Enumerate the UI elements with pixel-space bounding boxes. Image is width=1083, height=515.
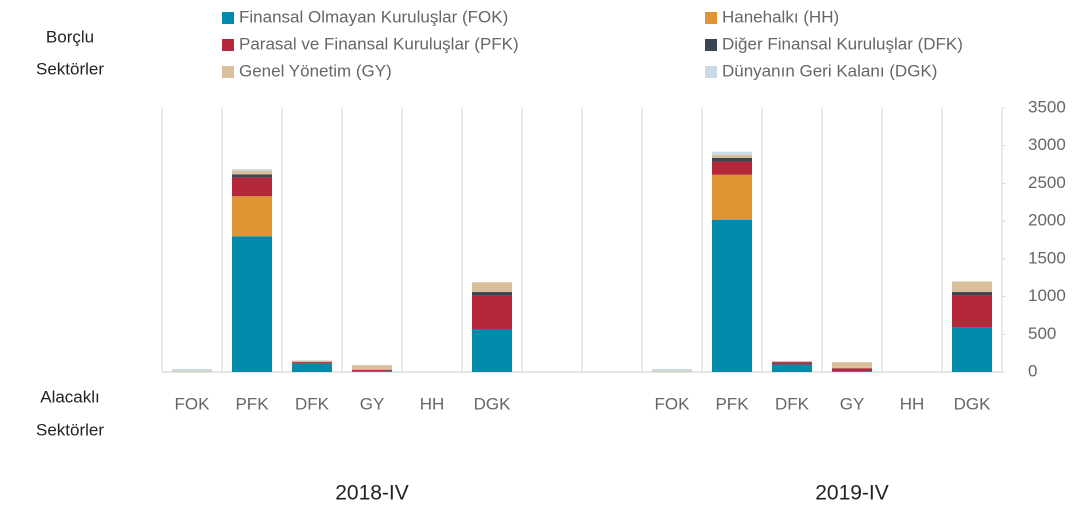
bar-segment (832, 368, 872, 371)
bar-segment (232, 196, 272, 236)
bar-segment (292, 362, 332, 364)
x-tick-label: DGK (474, 394, 512, 413)
y-tick-label: 1500 (1028, 248, 1066, 267)
legend-label: Dünyanın Geri Kalanı (DGK) (722, 61, 937, 80)
y-tick-label: 3000 (1028, 135, 1066, 154)
bottom-label: Alacaklı (40, 387, 100, 406)
bar-segment (712, 162, 752, 175)
y-tick-label: 2500 (1028, 173, 1066, 192)
bar-segment (712, 155, 752, 158)
bar-segment (712, 220, 752, 372)
top-label: Sektörler (36, 59, 104, 78)
legend-swatch (705, 12, 717, 24)
bar-segment (712, 175, 752, 220)
legend-label: Genel Yönetim (GY) (239, 61, 392, 80)
x-tick-label: GY (360, 394, 385, 413)
bar-segment (472, 296, 512, 329)
bar-segment (352, 365, 392, 370)
bar-segment (712, 152, 752, 155)
group-label: 2018-IV (335, 482, 409, 505)
bar-segment (352, 370, 392, 372)
bar-segment (772, 364, 812, 372)
legend-label: Diğer Finansal Kuruluşlar (DFK) (722, 34, 963, 53)
x-tick-label: GY (840, 394, 865, 413)
bar-segment (772, 362, 812, 364)
x-tick-label: PFK (235, 394, 269, 413)
x-tick-label: DFK (295, 394, 330, 413)
bar-segment (472, 292, 512, 296)
top-label: Borçlu (46, 27, 94, 46)
bar-segment (832, 371, 872, 372)
x-tick-label: FOK (655, 394, 691, 413)
bar-segment (172, 371, 212, 372)
bar-segment (352, 371, 392, 372)
y-tick-label: 3500 (1028, 97, 1066, 116)
bar-segment (232, 236, 272, 372)
bar-segment (652, 369, 692, 371)
y-tick-label: 2000 (1028, 211, 1066, 230)
bar-segment (292, 361, 332, 362)
bottom-label: Sektörler (36, 420, 104, 439)
x-tick-label: FOK (175, 394, 211, 413)
legend-swatch (222, 66, 234, 78)
bar-segment (712, 158, 752, 162)
bar-segment (232, 169, 272, 171)
y-tick-label: 0 (1028, 361, 1037, 380)
x-tick-label: PFK (715, 394, 749, 413)
x-tick-label: HH (420, 394, 445, 413)
bar-segment (172, 369, 212, 371)
bar-segment (952, 327, 992, 372)
y-tick-label: 1000 (1028, 286, 1066, 305)
x-tick-label: DFK (775, 394, 810, 413)
y-tick-label: 500 (1028, 324, 1056, 343)
bar-segment (232, 171, 272, 175)
bar-segment (472, 282, 512, 292)
bar-segment (832, 362, 872, 368)
legend-swatch (222, 39, 234, 51)
legend-label: Parasal ve Finansal Kuruluşlar (PFK) (239, 34, 519, 53)
legend-swatch (705, 39, 717, 51)
x-tick-label: HH (900, 394, 925, 413)
bar-segment (232, 174, 272, 177)
bar-segment (772, 361, 812, 362)
bar-segment (292, 364, 332, 372)
legend-swatch (222, 12, 234, 24)
legend-label: Finansal Olmayan Kuruluşlar (FOK) (239, 7, 508, 26)
bar-segment (952, 281, 992, 292)
legend-swatch (705, 66, 717, 78)
bar-segment (952, 292, 992, 295)
bar-segment (652, 371, 692, 372)
group-label: 2019-IV (815, 482, 889, 505)
bar-segment (232, 177, 272, 196)
x-tick-label: DGK (954, 394, 992, 413)
bar-segment (952, 295, 992, 327)
legend-label: Hanehalkı (HH) (722, 7, 839, 26)
bar-segment (472, 329, 512, 372)
